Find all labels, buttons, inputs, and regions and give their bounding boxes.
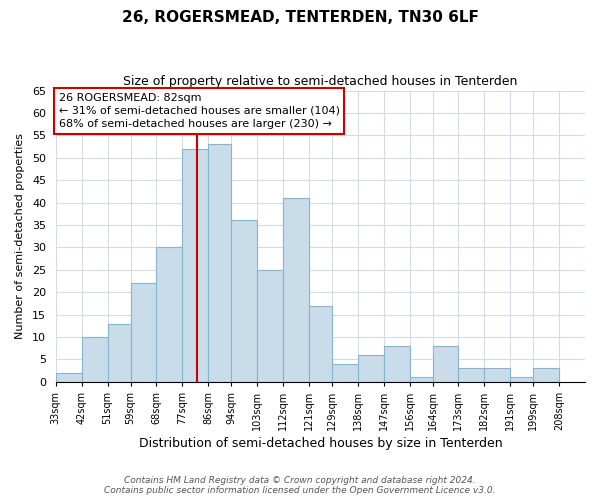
Bar [484, 368, 510, 382]
Bar [231, 220, 257, 382]
Bar [533, 368, 559, 382]
Bar [309, 306, 332, 382]
Bar [358, 355, 383, 382]
Text: Contains HM Land Registry data © Crown copyright and database right 2024.
Contai: Contains HM Land Registry data © Crown c… [104, 476, 496, 495]
Bar [82, 337, 107, 382]
Bar [157, 248, 182, 382]
Text: 26, ROGERSMEAD, TENTERDEN, TN30 6LF: 26, ROGERSMEAD, TENTERDEN, TN30 6LF [122, 10, 478, 25]
Bar [410, 378, 433, 382]
Bar [332, 364, 358, 382]
Bar [458, 368, 484, 382]
Bar [433, 346, 458, 382]
Bar [257, 270, 283, 382]
Bar [383, 346, 410, 382]
Bar [56, 373, 82, 382]
X-axis label: Distribution of semi-detached houses by size in Tenterden: Distribution of semi-detached houses by … [139, 437, 502, 450]
Bar [131, 283, 157, 382]
Bar [107, 324, 131, 382]
Title: Size of property relative to semi-detached houses in Tenterden: Size of property relative to semi-detach… [123, 75, 518, 88]
Bar [182, 149, 208, 382]
Bar [208, 144, 231, 382]
Bar [510, 378, 533, 382]
Text: 26 ROGERSMEAD: 82sqm
← 31% of semi-detached houses are smaller (104)
68% of semi: 26 ROGERSMEAD: 82sqm ← 31% of semi-detac… [59, 93, 340, 129]
Bar [283, 198, 309, 382]
Y-axis label: Number of semi-detached properties: Number of semi-detached properties [15, 133, 25, 339]
